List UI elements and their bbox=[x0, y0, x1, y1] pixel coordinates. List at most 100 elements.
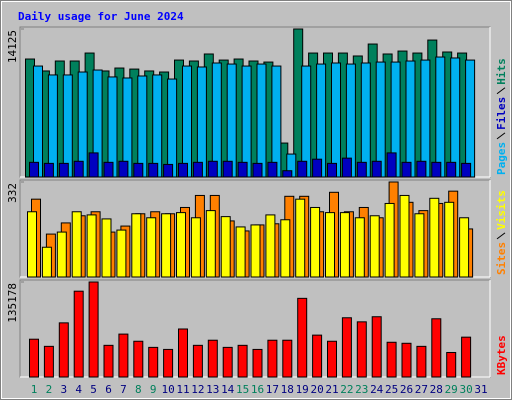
bar bbox=[192, 161, 203, 178]
bar bbox=[205, 210, 216, 278]
bar bbox=[341, 157, 352, 178]
bar bbox=[182, 65, 192, 178]
bar bbox=[237, 344, 248, 378]
bar bbox=[220, 216, 231, 278]
bar bbox=[207, 339, 218, 378]
legend-label: Files bbox=[495, 97, 508, 130]
bar bbox=[446, 161, 457, 178]
x-tick-label: 10 bbox=[161, 383, 174, 396]
bar bbox=[222, 346, 233, 378]
bar bbox=[41, 246, 52, 278]
bar bbox=[62, 74, 73, 178]
bar bbox=[237, 161, 248, 178]
x-tick-label: 5 bbox=[90, 383, 97, 396]
bar bbox=[88, 281, 99, 378]
bar bbox=[312, 158, 323, 178]
bar bbox=[71, 211, 82, 278]
bar bbox=[133, 162, 144, 178]
bar bbox=[414, 213, 425, 278]
bar bbox=[416, 345, 427, 378]
bar bbox=[58, 162, 69, 178]
bar bbox=[152, 74, 163, 178]
bar bbox=[325, 212, 335, 278]
bar bbox=[465, 59, 476, 178]
bar bbox=[461, 336, 472, 378]
y-tick-label: 332 bbox=[6, 183, 19, 203]
x-tick-label: 6 bbox=[105, 383, 112, 396]
x-tick-label: 16 bbox=[251, 383, 264, 396]
x-tick-label: 2 bbox=[46, 383, 53, 396]
bar bbox=[118, 333, 129, 378]
bar bbox=[386, 341, 397, 378]
bar bbox=[356, 161, 367, 178]
x-tick-label: 23 bbox=[355, 383, 368, 396]
bar bbox=[267, 339, 278, 378]
bar bbox=[137, 75, 148, 178]
bar bbox=[58, 322, 69, 378]
x-tick-label: 19 bbox=[296, 383, 309, 396]
bar bbox=[43, 162, 54, 178]
x-tick-label: 1 bbox=[31, 383, 38, 396]
bar bbox=[295, 198, 306, 278]
x-tick-label: 22 bbox=[340, 383, 353, 396]
bar bbox=[178, 328, 188, 378]
legend-separator bbox=[496, 132, 506, 140]
bar bbox=[88, 152, 99, 178]
bar bbox=[431, 318, 442, 378]
bar bbox=[256, 63, 267, 178]
bar bbox=[241, 65, 252, 178]
y-tick-label: 135178 bbox=[6, 283, 19, 323]
bar bbox=[131, 213, 142, 278]
bar bbox=[43, 345, 54, 378]
bar bbox=[356, 321, 367, 378]
x-tick-label: 18 bbox=[281, 383, 294, 396]
x-tick-label: 11 bbox=[176, 383, 189, 396]
x-tick-label: 9 bbox=[150, 383, 157, 396]
bar bbox=[250, 224, 261, 278]
bar bbox=[282, 339, 293, 378]
bar bbox=[435, 56, 446, 178]
bar bbox=[375, 61, 386, 178]
bar bbox=[207, 160, 218, 178]
x-tick-label: 20 bbox=[310, 383, 323, 396]
bar bbox=[133, 340, 144, 378]
legend-label: Sites bbox=[495, 242, 508, 275]
bar bbox=[312, 334, 323, 378]
x-tick-label: 28 bbox=[430, 383, 443, 396]
bar bbox=[252, 162, 263, 178]
bar bbox=[301, 65, 312, 178]
bar bbox=[176, 212, 186, 278]
bar bbox=[420, 59, 431, 178]
bar bbox=[360, 62, 371, 178]
bar bbox=[29, 161, 39, 178]
legend-separator bbox=[496, 232, 506, 240]
bar bbox=[327, 162, 337, 178]
bar bbox=[116, 229, 127, 278]
x-tick-label: 8 bbox=[135, 383, 142, 396]
bar bbox=[461, 162, 472, 178]
bar bbox=[190, 217, 201, 278]
bar bbox=[161, 213, 172, 278]
bar bbox=[416, 160, 427, 178]
x-tick-label: 29 bbox=[445, 383, 458, 396]
x-tick-label: 7 bbox=[120, 383, 127, 396]
bar bbox=[211, 62, 222, 178]
x-tick-label: 30 bbox=[459, 383, 472, 396]
bar bbox=[297, 297, 308, 378]
bar bbox=[405, 60, 416, 178]
bar bbox=[148, 162, 159, 178]
x-tick-label: 27 bbox=[415, 383, 428, 396]
x-tick-label: 21 bbox=[325, 383, 338, 396]
legend-separator bbox=[496, 87, 506, 95]
bar bbox=[271, 65, 282, 178]
bar bbox=[101, 218, 112, 278]
bar bbox=[327, 340, 337, 378]
bar bbox=[429, 197, 440, 278]
bar bbox=[280, 219, 291, 278]
x-tick-label: 26 bbox=[400, 383, 413, 396]
legend-label: Visits bbox=[495, 190, 508, 230]
bar bbox=[86, 214, 97, 278]
bar bbox=[47, 74, 58, 178]
